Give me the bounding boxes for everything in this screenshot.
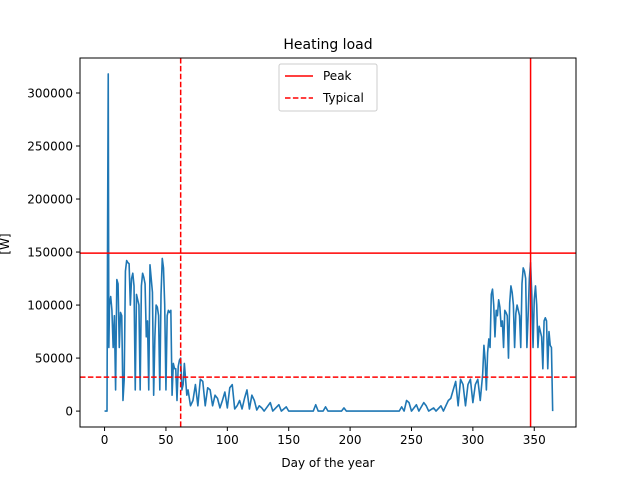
- x-tick-label: 100: [216, 433, 239, 447]
- tick-marks: 0 50 100 150 200 250 300 350 0 50000 100000 150000 2…: [27, 86, 546, 447]
- chart-title: Heating load: [283, 37, 372, 53]
- x-tick-label: 200: [339, 433, 362, 447]
- x-tick-label: 0: [101, 433, 109, 447]
- axes-frame: [79, 57, 577, 428]
- y-tick-label: 50000: [35, 352, 73, 366]
- plot-area: [80, 58, 576, 427]
- x-tick-label: 300: [461, 433, 484, 447]
- legend: Peak Typical: [278, 63, 378, 112]
- y-tick-label: 150000: [27, 246, 73, 260]
- y-tick-label: 0: [65, 405, 73, 419]
- x-tick-label: 50: [158, 433, 173, 447]
- x-tick-label: 150: [277, 433, 300, 447]
- x-tick-label: 250: [400, 433, 423, 447]
- series-line-0: [104, 73, 554, 412]
- axes: [79, 57, 577, 428]
- legend-label-peak: Peak: [323, 69, 352, 83]
- x-tick-label: 350: [523, 433, 546, 447]
- y-tick-label: 250000: [27, 140, 73, 154]
- y-tick-label: 300000: [27, 86, 73, 100]
- y-axis-label: [W]: [0, 233, 12, 254]
- y-tick-label: 100000: [27, 299, 73, 313]
- y-tick-label: 200000: [27, 193, 73, 207]
- x-axis-label: Day of the year: [281, 456, 374, 470]
- legend-label-typical: Typical: [322, 91, 364, 105]
